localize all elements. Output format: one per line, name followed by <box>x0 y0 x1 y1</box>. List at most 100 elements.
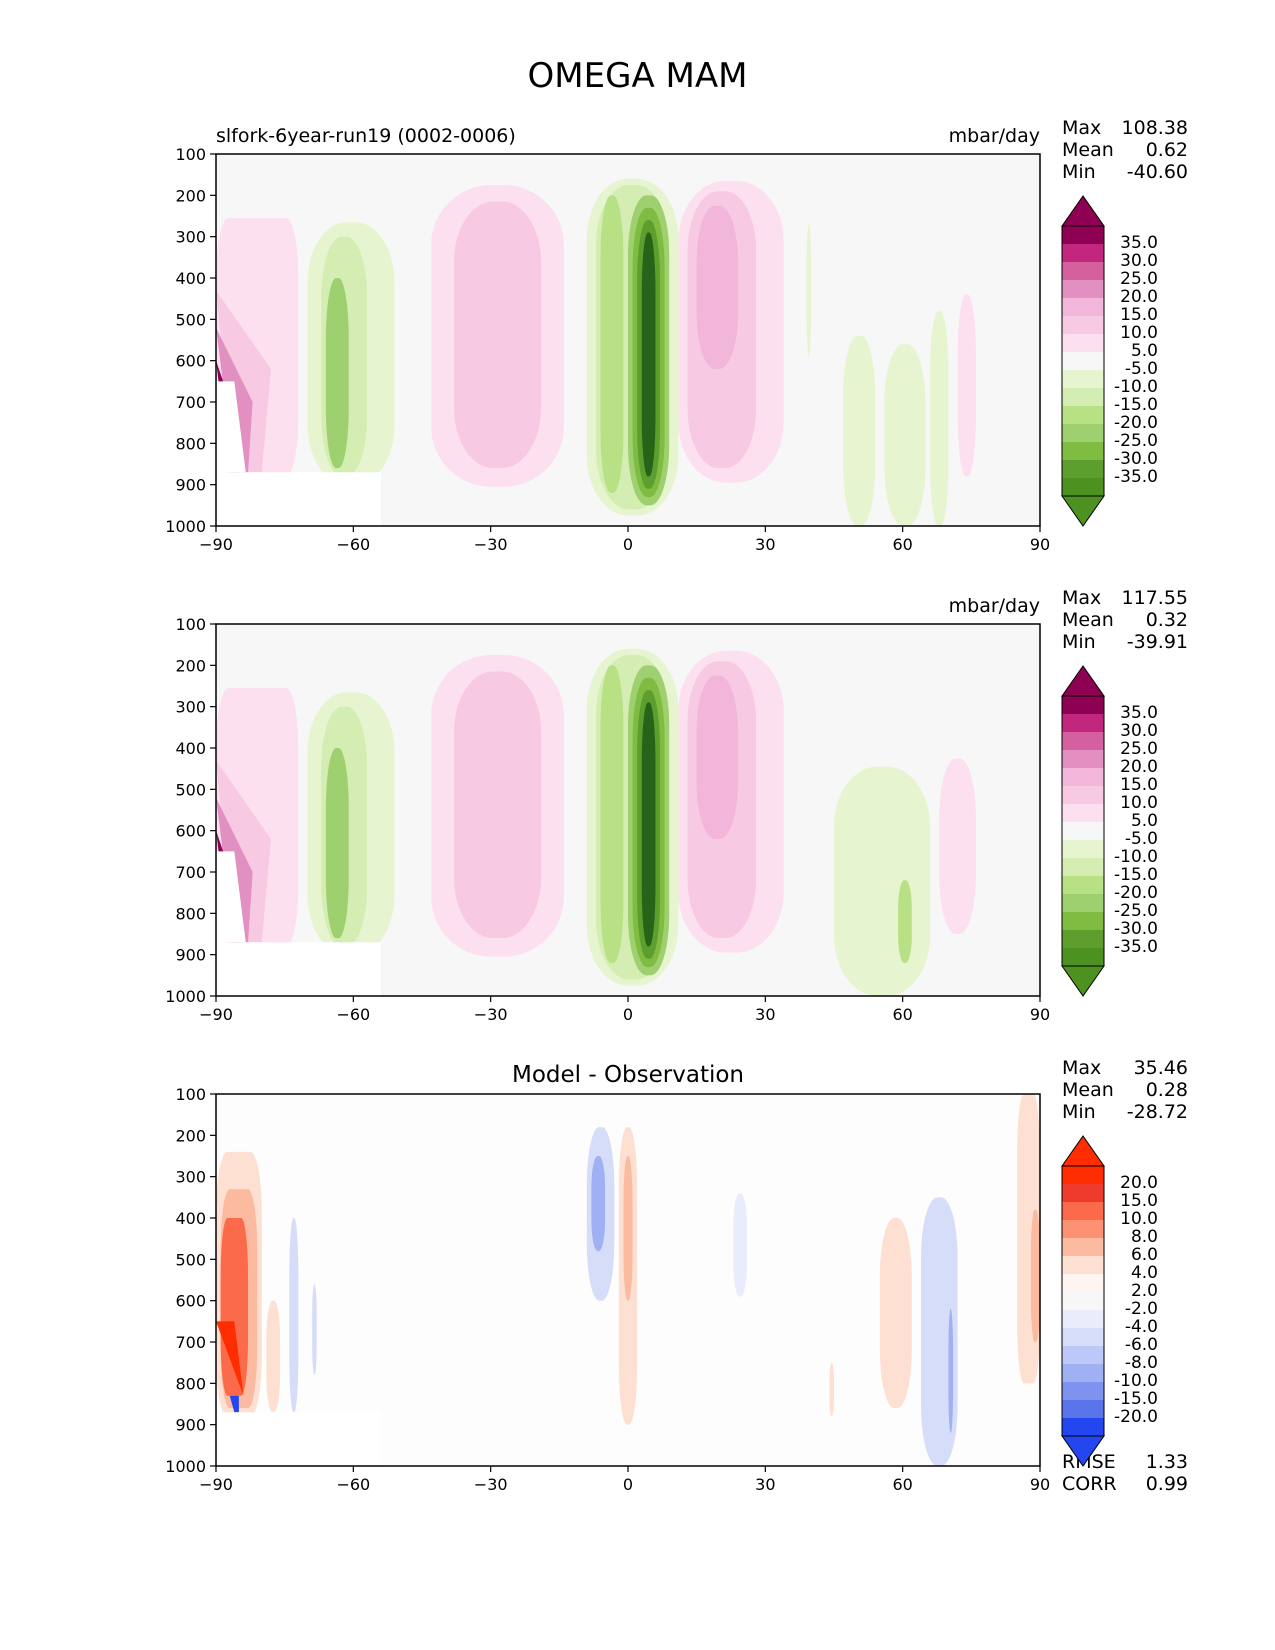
stat-label-min: Min <box>1062 631 1096 653</box>
stat-value-max: 117.55 <box>1122 587 1188 609</box>
contour-sh-mid-3 <box>325 748 349 939</box>
colorbar-bin <box>1062 930 1104 949</box>
colorbar-bin <box>1062 1382 1104 1401</box>
colorbar-bin <box>1062 478 1104 497</box>
colorbar-label: -10.0 <box>1114 377 1158 397</box>
y-tick-label: 200 <box>175 186 206 205</box>
colorbar-label: 2.0 <box>1131 1281 1158 1301</box>
colorbar-frame <box>1061 695 1105 967</box>
colorbar-label: -10.0 <box>1114 847 1158 867</box>
colorbar-label: -30.0 <box>1114 919 1158 939</box>
topography-mask <box>216 1412 381 1466</box>
colorbar-label: -35.0 <box>1114 937 1158 957</box>
topography-mask-wedge <box>216 381 246 473</box>
stat-label-max: Max <box>1062 1057 1101 1079</box>
x-tick-label: 30 <box>755 535 775 554</box>
colorbar-label: 20.0 <box>1120 757 1158 777</box>
colorbar-label: 10.0 <box>1120 323 1158 343</box>
colorbar-label: 15.0 <box>1120 775 1158 795</box>
colorbar-bin <box>1062 768 1104 787</box>
colorbar-label: 20.0 <box>1120 287 1158 307</box>
panel-units: mbar/day <box>949 125 1040 147</box>
colorbar-bin <box>1062 406 1104 425</box>
x-tick-label: −30 <box>474 1475 508 1494</box>
contour-sh-mid-3 <box>325 278 349 469</box>
colorbar-bin <box>1062 912 1104 931</box>
x-tick-label: −60 <box>336 1005 370 1024</box>
stat-value-rmse: 1.33 <box>1146 1451 1188 1473</box>
contour-sh-neg-1 <box>289 1218 299 1413</box>
colorbar-bin <box>1062 1400 1104 1419</box>
stat-value-mean: 0.62 <box>1146 139 1188 161</box>
y-tick-label: 300 <box>175 698 206 717</box>
y-tick-label: 1000 <box>165 1457 206 1476</box>
stat-label-mean: Mean <box>1062 609 1114 631</box>
contour-nh-mid-1 <box>834 766 931 996</box>
contour-nh-pos-2 <box>829 1362 834 1417</box>
topography-mask-wedge <box>216 851 246 943</box>
x-tick-label: −90 <box>199 1475 233 1494</box>
colorbar-extend-top <box>1061 665 1105 697</box>
stat-value-min: -40.60 <box>1127 161 1188 183</box>
stat-value-max: 108.38 <box>1122 117 1188 139</box>
colorbar-bin <box>1062 1328 1104 1347</box>
stat-value-mean: 0.28 <box>1146 1079 1188 1101</box>
colorbar-bin <box>1062 460 1104 479</box>
x-tick-label: 0 <box>623 1475 633 1494</box>
colorbar-bin <box>1062 1364 1104 1383</box>
colorbar-bin <box>1062 298 1104 317</box>
x-tick-label: 90 <box>1030 1005 1050 1024</box>
y-tick-label: 100 <box>175 615 206 634</box>
y-tick-label: 200 <box>175 1126 206 1145</box>
colorbar-bin <box>1062 858 1104 877</box>
colorbar-bin <box>1062 1274 1104 1293</box>
x-tick-label: 0 <box>623 1005 633 1024</box>
colorbar-bin <box>1062 1418 1104 1437</box>
colorbar-extend-bottom <box>1061 965 1105 997</box>
colorbar-bin <box>1062 732 1104 751</box>
panel-model: −90 −60 −30 0 30 60 90 100 200 300 400 500 600 700 800… <box>165 117 1188 554</box>
y-tick-label: 900 <box>175 1416 206 1435</box>
colorbar-bin <box>1062 334 1104 353</box>
colorbar-bin <box>1062 280 1104 299</box>
y-tick-label: 1000 <box>165 517 206 536</box>
colorbar-bin <box>1062 894 1104 913</box>
y-tick-label: 400 <box>175 1209 206 1228</box>
colorbar-bin <box>1062 876 1104 895</box>
x-tick-label: −90 <box>199 535 233 554</box>
contour-nh-neg-2 <box>920 1197 958 1466</box>
colorbar-label: 5.0 <box>1131 341 1158 361</box>
colorbar-label: -6.0 <box>1125 1335 1158 1355</box>
contour-antarctic-bias-4 <box>216 1321 244 1396</box>
contour-nh-neg-1 <box>733 1193 748 1297</box>
colorbar-frame <box>1061 225 1105 497</box>
stat-value-min: -39.91 <box>1127 631 1188 653</box>
colorbar-label: 10.0 <box>1120 1209 1158 1229</box>
colorbar-label: 10.0 <box>1120 793 1158 813</box>
colorbar-bin <box>1062 1238 1104 1257</box>
y-tick-label: 900 <box>175 946 206 965</box>
colorbar-bin <box>1062 226 1104 245</box>
y-tick-label: 700 <box>175 1333 206 1352</box>
colorbar-label: -15.0 <box>1114 395 1158 415</box>
colorbar-frame <box>1061 1165 1105 1437</box>
y-tick-label: 300 <box>175 1168 206 1187</box>
y-tick-label: 600 <box>175 822 206 841</box>
y-tick-label: 500 <box>175 1250 206 1269</box>
colorbar-bin <box>1062 786 1104 805</box>
x-tick-label: 60 <box>892 1475 912 1494</box>
contour-nh-pos-1 <box>879 1218 912 1409</box>
colorbar-label: 6.0 <box>1131 1245 1158 1265</box>
x-tick-label: 90 <box>1030 1475 1050 1494</box>
colorbar-label: -2.0 <box>1125 1299 1158 1319</box>
colorbar-label: -5.0 <box>1125 359 1158 379</box>
x-tick-label: 60 <box>892 1005 912 1024</box>
contour-nh-subtropic-3 <box>696 205 738 369</box>
stat-value-min: -28.72 <box>1127 1101 1188 1123</box>
y-tick-label: 500 <box>175 780 206 799</box>
colorbar-bin <box>1062 316 1104 335</box>
contour-itcz-3 <box>600 665 624 963</box>
y-tick-label: 100 <box>175 1085 206 1104</box>
x-tick-label: −60 <box>336 535 370 554</box>
